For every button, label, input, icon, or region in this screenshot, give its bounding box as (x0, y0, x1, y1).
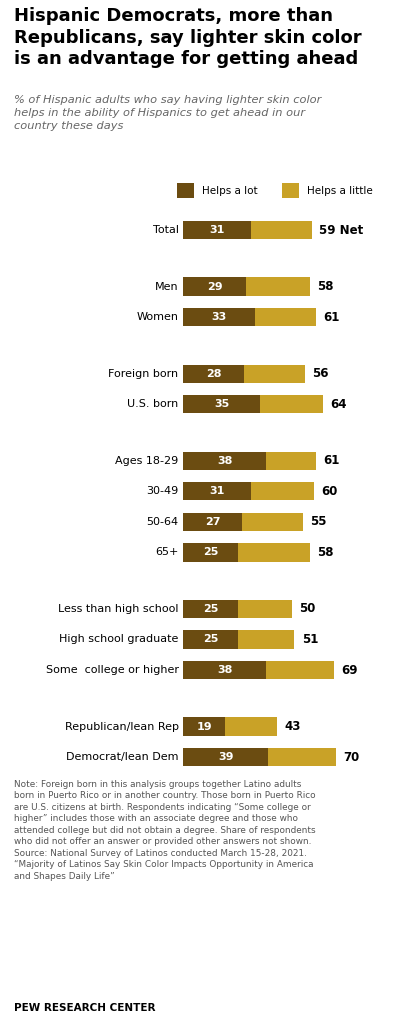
Text: 65+: 65+ (155, 547, 179, 558)
Text: 39: 39 (218, 752, 234, 762)
Text: 28: 28 (206, 368, 222, 379)
Bar (183, 395, 260, 413)
Text: 29: 29 (207, 281, 223, 292)
Bar (183, 543, 238, 562)
Bar (251, 221, 312, 239)
Text: 25: 25 (203, 634, 218, 644)
Text: 56: 56 (312, 367, 329, 381)
Bar (238, 543, 310, 562)
Text: 60: 60 (321, 485, 338, 498)
Text: 58: 58 (317, 546, 333, 559)
Text: 69: 69 (341, 664, 357, 676)
Text: 61: 61 (323, 454, 340, 468)
Bar (282, 183, 299, 198)
Text: 38: 38 (217, 456, 233, 465)
Text: 50-64: 50-64 (146, 517, 179, 527)
Bar (183, 451, 266, 470)
Text: 70: 70 (343, 751, 359, 763)
Bar (247, 277, 310, 296)
Text: 38: 38 (217, 665, 233, 675)
Bar (244, 364, 305, 383)
Text: 50: 50 (299, 603, 316, 616)
Bar (183, 221, 251, 239)
Text: 27: 27 (205, 517, 220, 527)
Text: 59 Net: 59 Net (319, 224, 363, 236)
Text: 35: 35 (214, 399, 229, 409)
Bar (183, 717, 225, 736)
Text: 64: 64 (330, 398, 347, 411)
Text: 31: 31 (210, 486, 225, 496)
Bar (183, 308, 255, 326)
Text: Total: Total (152, 225, 179, 235)
Text: Some  college or higher: Some college or higher (46, 665, 179, 675)
Text: 43: 43 (284, 720, 301, 733)
Text: 33: 33 (212, 312, 227, 322)
Bar (183, 661, 266, 679)
Text: Helps a little: Helps a little (307, 186, 373, 195)
Text: 61: 61 (323, 311, 340, 323)
Bar (183, 599, 238, 618)
Text: 31: 31 (210, 225, 225, 235)
Bar (225, 717, 277, 736)
Bar (183, 364, 244, 383)
Text: Women: Women (137, 312, 179, 322)
Text: Republican/lean Rep: Republican/lean Rep (64, 721, 179, 731)
Bar (268, 748, 336, 766)
Text: Men: Men (155, 281, 179, 292)
Bar (183, 630, 238, 649)
Text: PEW RESEARCH CENTER: PEW RESEARCH CENTER (14, 1004, 156, 1013)
Bar (183, 277, 247, 296)
Text: 58: 58 (317, 280, 333, 294)
Text: 51: 51 (301, 633, 318, 646)
Bar (238, 630, 294, 649)
Text: Ages 18-29: Ages 18-29 (115, 456, 179, 465)
Text: Less than high school: Less than high school (58, 604, 179, 614)
Text: High school graduate: High school graduate (59, 634, 179, 644)
Bar (183, 513, 242, 531)
Text: Hispanic Democrats, more than
Republicans, say lighter skin color
is an advantag: Hispanic Democrats, more than Republican… (14, 7, 362, 69)
Bar (260, 395, 323, 413)
Text: U.S. born: U.S. born (127, 399, 179, 409)
Text: Foreign born: Foreign born (108, 368, 179, 379)
Text: 25: 25 (203, 547, 218, 558)
Bar (266, 661, 334, 679)
Text: Democrat/lean Dem: Democrat/lean Dem (66, 752, 179, 762)
Bar (255, 308, 316, 326)
Text: 30-49: 30-49 (146, 486, 179, 496)
Bar (242, 513, 303, 531)
Bar (183, 748, 268, 766)
Text: 19: 19 (196, 721, 212, 731)
Bar (266, 451, 316, 470)
Bar (177, 183, 194, 198)
Bar (183, 482, 251, 500)
Text: 25: 25 (203, 604, 218, 614)
Text: % of Hispanic adults who say having lighter skin color
helps in the ability of H: % of Hispanic adults who say having ligh… (14, 95, 321, 131)
Bar (238, 599, 292, 618)
Text: Note: Foreign born in this analysis groups together Latino adults
born in Puerto: Note: Foreign born in this analysis grou… (14, 780, 316, 881)
Text: 55: 55 (310, 516, 327, 528)
Text: Helps a lot: Helps a lot (202, 186, 258, 195)
Bar (251, 482, 314, 500)
